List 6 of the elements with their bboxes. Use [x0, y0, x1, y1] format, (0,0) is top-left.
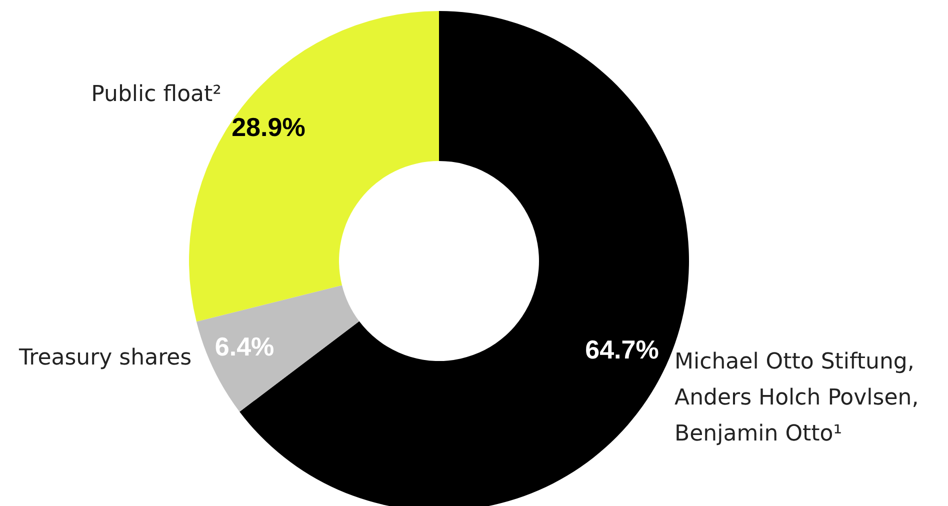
data-label: 6.4%: [214, 332, 274, 362]
data-label: 64.7%: [585, 334, 659, 365]
slice-label: Michael Otto Stiftung, Anders Holch Povlsen, Benjamin Otto¹: [674, 349, 919, 446]
slice-label: Public float²: [91, 82, 222, 107]
slice-label: Treasury shares: [18, 346, 192, 371]
data-label: 28.9%: [232, 112, 306, 142]
